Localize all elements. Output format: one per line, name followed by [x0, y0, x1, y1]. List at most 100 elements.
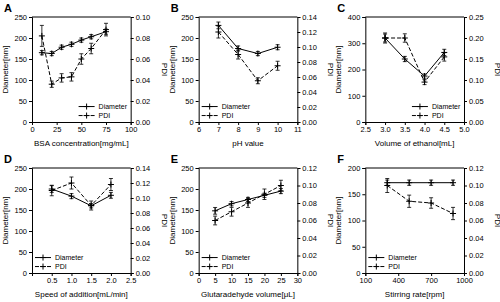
panel-label: E	[171, 153, 178, 165]
x-tick-label: 3.5	[400, 125, 410, 134]
y-tick-mark	[196, 231, 199, 232]
series	[384, 180, 456, 186]
error-bar	[69, 42, 73, 46]
x-tick: 75	[102, 122, 110, 134]
x-tick: 11	[294, 122, 302, 134]
error-bar	[50, 51, 54, 55]
y2-tick: 0.02	[464, 251, 484, 260]
legend-marker	[207, 255, 213, 261]
y2-tick: 0.02	[297, 103, 317, 112]
x-tick: 3.5	[400, 122, 410, 134]
y2-axis-line	[298, 18, 301, 123]
y-tick: 50	[19, 97, 32, 106]
error-bar	[109, 192, 113, 198]
x-axis: 0.51.01.52.02.5	[33, 273, 137, 285]
y2-tick-label: 0.04	[302, 234, 317, 243]
legend-entry: Diameter	[35, 254, 84, 261]
error-bar	[423, 80, 427, 85]
y-tick-label: 200	[181, 185, 194, 194]
error-bar	[403, 56, 407, 61]
y2-tick-label: 0.04	[302, 88, 317, 97]
y-tick: 150	[181, 55, 199, 64]
y2-tick-label: 0.25	[469, 13, 484, 22]
y-tick-mark	[29, 17, 32, 18]
y-axis: 050100150200250	[181, 164, 199, 278]
plot-area	[39, 23, 109, 87]
y-tick: 100	[348, 92, 366, 101]
error-bar	[89, 201, 93, 210]
series-line	[42, 32, 106, 54]
frame-top	[32, 17, 131, 18]
y-axis-line	[362, 169, 366, 274]
x-axis-title: Glutaradehyde volume[μL]	[201, 290, 295, 299]
x-tick-label: 2.5	[361, 125, 371, 134]
y2-tick: 0.05	[464, 97, 484, 106]
y-tick-mark	[196, 38, 199, 39]
error-bar	[423, 74, 427, 78]
legend-entry: Diameter	[368, 254, 417, 261]
plot-area	[384, 179, 456, 220]
legend-entry: PDI	[35, 263, 67, 270]
y2-tick: 0.12	[297, 28, 317, 37]
error-bar	[69, 194, 73, 199]
y2-tick: 0.12	[131, 179, 151, 188]
y-tick: 50	[19, 248, 32, 257]
legend-entry: Diameter	[202, 254, 251, 261]
series-line	[387, 182, 453, 183]
y2-tick-mark	[297, 62, 300, 63]
y-axis-line	[362, 18, 366, 123]
y-axis-line	[29, 169, 33, 274]
y-tick-mark	[196, 189, 199, 190]
y-tick: 0	[23, 269, 32, 278]
legend-marker	[373, 255, 379, 261]
x-axis-title: Volume of ethanol[mL]	[375, 139, 455, 148]
x-tick-label: 1.0	[67, 276, 77, 285]
y2-axis-title: PDI	[493, 63, 500, 76]
y2-tick: 0.06	[297, 73, 317, 82]
y2-tick: 0.25	[464, 13, 484, 22]
y2-tick-label: 0.08	[302, 58, 317, 67]
marker	[275, 44, 281, 50]
marker	[229, 201, 235, 207]
y2-tick: 0.10	[464, 181, 484, 190]
panel: 2.53.03.54.04.55.001002003004000.000.050…	[334, 2, 500, 148]
panel: 0.51.01.52.02.50501001502002500.000.020.…	[1, 153, 169, 299]
y-tick-label: 100	[348, 92, 361, 101]
error-bar	[230, 207, 234, 216]
y2-tick: 0.00	[464, 118, 484, 127]
series	[39, 23, 109, 87]
legend-entry: PDI	[412, 112, 444, 119]
y-tick: 100	[348, 216, 366, 225]
error-bar	[403, 34, 407, 42]
x-tick-label: 7	[217, 125, 221, 134]
x-tick: 0	[30, 122, 34, 134]
x-tick-label: 100	[360, 276, 373, 285]
panel: 678910110501001502002500.000.020.040.060…	[168, 2, 336, 148]
y2-tick: 0.00	[131, 269, 151, 278]
x-tick-label: 30	[294, 276, 302, 285]
x-tick: 25	[277, 273, 285, 285]
x-tick-label: 25	[277, 276, 285, 285]
series	[212, 188, 284, 214]
y2-tick-mark	[131, 273, 134, 274]
y-tick-mark	[362, 194, 365, 195]
x-tick-label: 20	[261, 276, 269, 285]
y-axis-title: Diameter[nm]	[334, 45, 343, 93]
legend-marker	[207, 104, 213, 110]
y2-tick-label: 0.00	[469, 118, 484, 127]
y-tick: 250	[14, 164, 32, 173]
error-bar	[230, 202, 234, 206]
y-tick-mark	[29, 189, 32, 190]
y-tick: 400	[348, 13, 366, 22]
marker	[384, 183, 390, 189]
y-tick-label: 150	[14, 206, 27, 215]
y-tick: 100	[14, 76, 32, 85]
legend: DiameterPDI	[368, 254, 417, 270]
error-bar	[109, 179, 113, 191]
y-tick-mark	[196, 80, 199, 81]
x-axis-line	[199, 123, 298, 126]
error-bar	[104, 23, 108, 36]
y2-tick-label: 0.10	[469, 181, 484, 190]
panel: 10040070010000501001502000.000.020.040.0…	[334, 153, 500, 299]
y-tick-mark	[196, 210, 199, 211]
